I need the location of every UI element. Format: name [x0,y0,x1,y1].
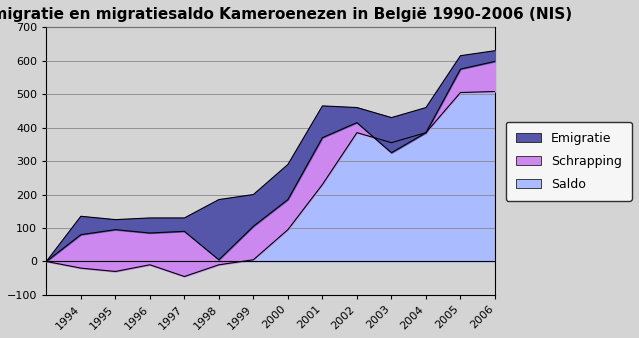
Legend: Emigratie, Schrapping, Saldo: Emigratie, Schrapping, Saldo [505,122,631,200]
Title: Immigratie en migratiesaldo Kameroenezen in België 1990-2006 (NIS): Immigratie en migratiesaldo Kameroenezen… [0,7,572,22]
